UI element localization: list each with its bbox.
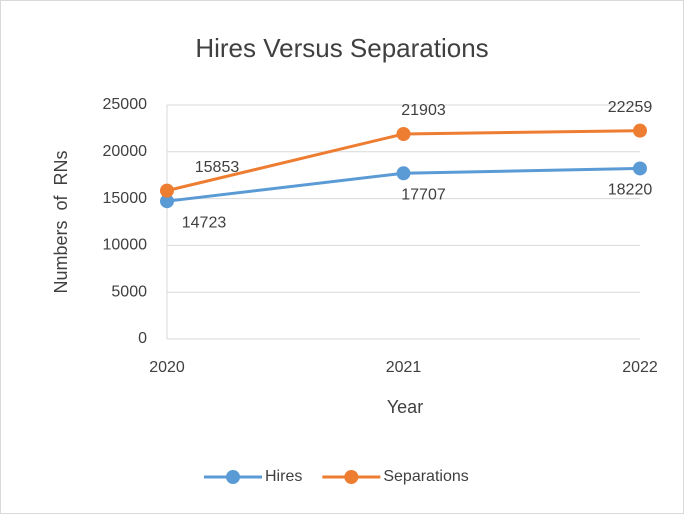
legend-label: Separations (383, 468, 468, 485)
marker (396, 166, 411, 181)
data-label: 18220 (608, 182, 653, 199)
marker (633, 123, 647, 138)
x-tick-label: 2022 (622, 359, 658, 376)
data-label: 22259 (608, 99, 653, 116)
x-tick-label: 2021 (386, 359, 422, 376)
data-label: 15853 (195, 159, 240, 176)
y-tick-label: 10000 (103, 237, 148, 254)
legend-marker (226, 470, 240, 484)
data-label: 17707 (401, 186, 446, 203)
y-axis-label: Numbers of RNs (51, 150, 71, 293)
x-axis-label: Year (387, 397, 423, 417)
y-tick-label: 20000 (103, 143, 148, 160)
marker (633, 161, 647, 176)
marker (160, 183, 174, 198)
legend-label: Hires (265, 468, 302, 485)
y-tick-label: 5000 (111, 283, 147, 300)
data-label: 14723 (182, 214, 227, 231)
marker (160, 194, 174, 209)
marker (396, 126, 411, 141)
y-tick-label: 0 (138, 330, 147, 347)
data-label: 21903 (401, 102, 446, 119)
x-tick-label: 2020 (149, 359, 185, 376)
y-tick-label: 25000 (103, 96, 148, 113)
legend-marker (344, 470, 359, 484)
y-tick-label: 15000 (103, 190, 148, 207)
chart-title: Hires Versus Separations (195, 33, 488, 63)
